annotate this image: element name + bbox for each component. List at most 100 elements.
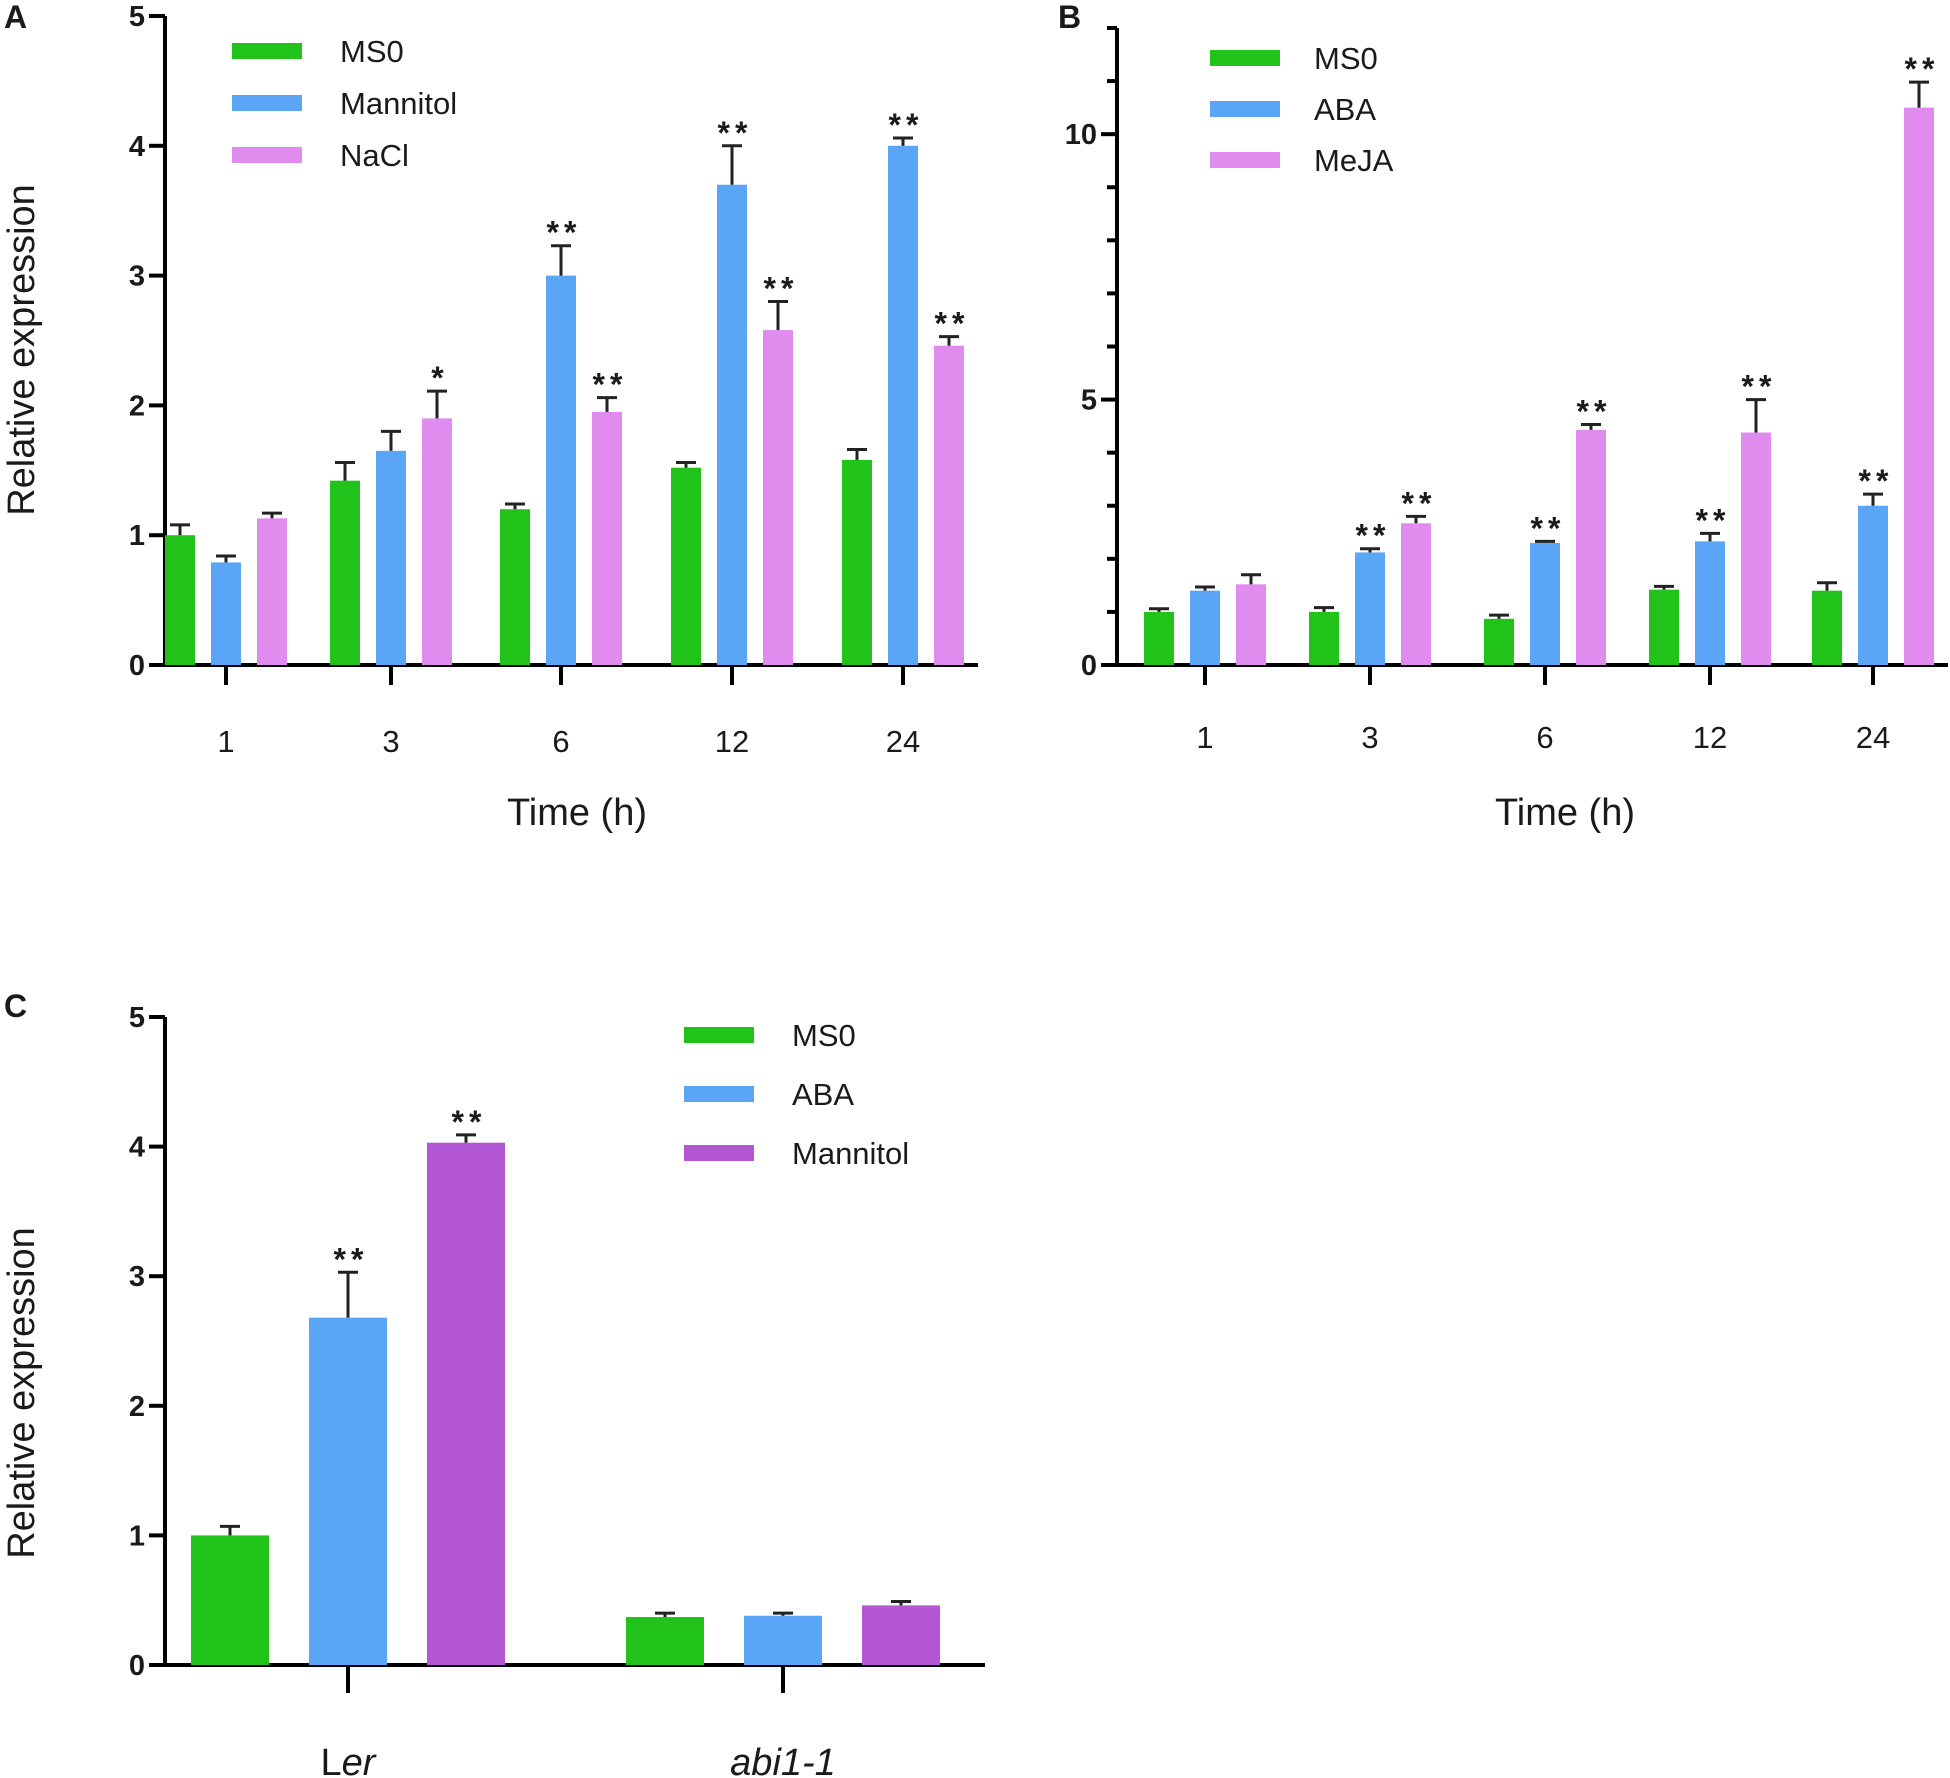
bar [165,535,195,665]
significance-mark: ** [1402,485,1437,521]
x-tick-label: 6 [1536,720,1553,755]
legend-swatch [1210,152,1280,168]
chart-panel-c: C Relative expression 0 1 2 3 4 5 ** ** Ler abi1-1 M… [1,988,985,1778]
legend-label: MeJA [1314,143,1394,178]
bar [1904,107,1934,665]
significance-mark: ** [718,115,753,151]
x-category-label: abi1-1 [730,1742,836,1778]
y-tick-label: 5 [1081,385,1097,417]
y-tick-label: 1 [129,1520,145,1552]
x-tick-label: 3 [1361,720,1378,755]
significance-mark: ** [1356,518,1391,554]
y-axis-title: Relative expression [1,1227,43,1559]
bar [376,450,406,665]
bar [934,345,964,665]
bar [1401,523,1431,665]
y-tick-label: 4 [129,1132,145,1164]
panel-letter: B [1058,0,1081,35]
legend-label: NaCl [340,138,409,173]
significance-mark: ** [1905,51,1940,87]
y-tick-label: 5 [129,1,145,33]
x-tick-label: 12 [715,724,749,759]
bar [888,145,918,666]
legend-swatch [684,1145,754,1161]
bar [1741,432,1771,665]
legend-swatch [232,43,302,59]
bar [546,275,576,665]
bar [211,562,241,665]
y-axis-title: Relative expression [1,184,43,516]
bar [1236,584,1266,665]
panel-letter: A [4,0,27,35]
significance-mark: ** [1742,369,1777,405]
legend-label: Mannitol [340,86,457,121]
significance-mark: ** [547,215,582,251]
x-tick-label: 3 [382,724,399,759]
bar [717,184,747,666]
bar [422,418,452,665]
significance-mark: ** [1577,394,1612,430]
y-tick-label: 1 [129,520,145,552]
bar [763,330,793,665]
legend-label: MS0 [1314,41,1378,76]
panel-letter: C [4,988,27,1024]
significance-mark: ** [334,1241,369,1277]
y-tick-label: 2 [129,390,145,422]
bar [842,459,872,665]
x-category-label-part: L [321,1742,342,1778]
significance-mark: ** [1859,463,1894,499]
bar [1190,590,1220,665]
bar [1355,552,1385,665]
legend-swatch [1210,50,1280,66]
y-tick-label: 0 [129,650,145,682]
legend-label: ABA [792,1077,854,1112]
bar [1695,541,1725,665]
bar [309,1317,387,1665]
x-category-label-part: er [342,1742,377,1778]
bar [671,467,701,665]
y-tick-label: 2 [129,1391,145,1423]
bar [1812,590,1842,665]
x-axis-title: Time (h) [507,792,647,834]
y-tick-label: 3 [129,1261,145,1293]
y-tick-label: 5 [129,1002,145,1034]
bar [626,1617,704,1665]
significance-mark: ** [764,271,799,307]
bar [191,1535,269,1665]
y-tick-label: 3 [129,261,145,293]
x-category-label: Ler [321,1742,377,1778]
legend-swatch [1210,101,1280,117]
legend-swatch [684,1027,754,1043]
bar [1144,611,1174,665]
bar [744,1615,822,1665]
bar [1484,618,1514,665]
bar [330,480,360,665]
bar [427,1142,505,1665]
legend-label: ABA [1314,92,1376,127]
bar [1530,542,1560,665]
bar [1309,611,1339,665]
legend-swatch [232,95,302,111]
significance-mark: * [431,360,448,396]
significance-mark: ** [889,107,924,143]
y-tick-label: 10 [1065,119,1097,151]
significance-mark: ** [1696,502,1731,538]
significance-mark: ** [935,306,970,342]
x-tick-label: 24 [886,724,920,759]
bar [500,509,530,665]
legend-label: MS0 [340,34,404,69]
legend-label: MS0 [792,1018,856,1053]
significance-mark: ** [1531,510,1566,546]
y-tick-label: 0 [129,1650,145,1682]
bar [1576,429,1606,665]
x-axis-title: Time (h) [1495,792,1635,834]
x-tick-label: 1 [1196,720,1213,755]
x-tick-label: 24 [1856,720,1890,755]
bar [592,411,622,665]
y-tick-label: 4 [129,131,145,163]
legend-swatch [684,1086,754,1102]
x-tick-label: 12 [1693,720,1727,755]
bar [257,518,287,665]
